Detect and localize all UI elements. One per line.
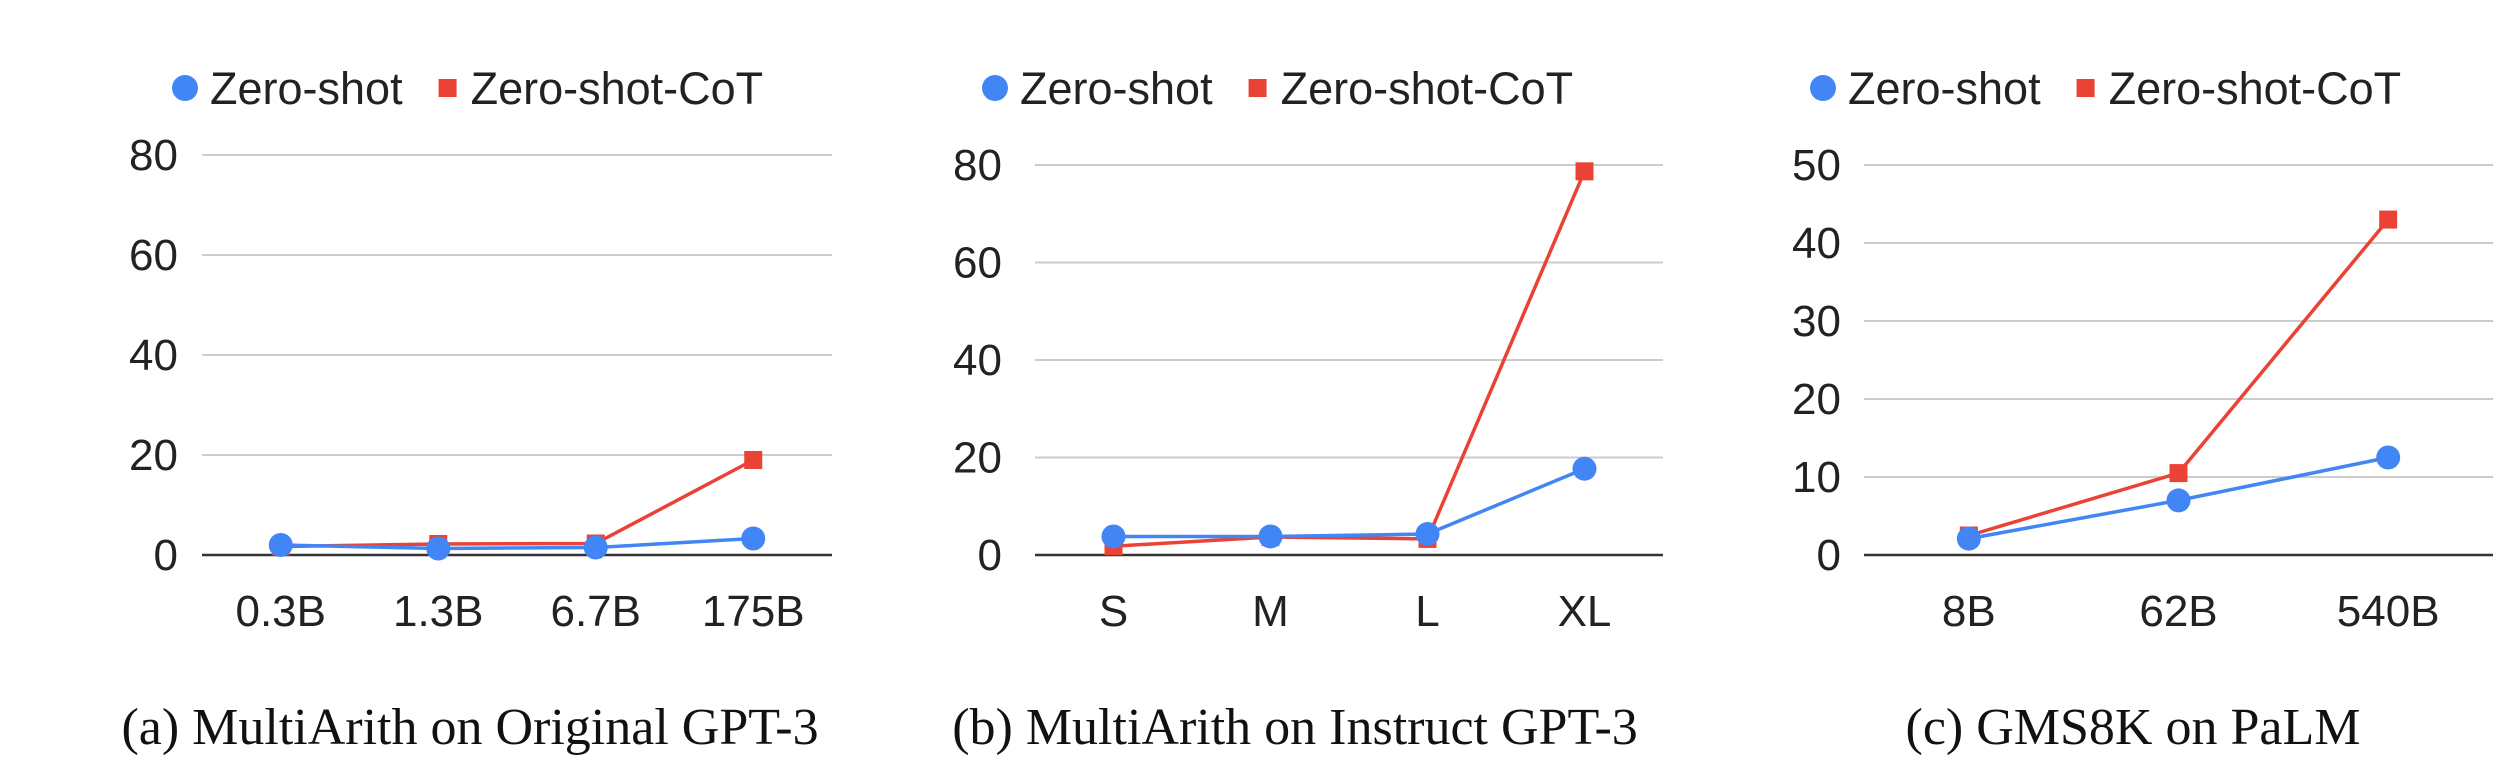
chart-caption: (a) MultiArith on Original GPT-3 xyxy=(121,699,818,756)
x-tick-label: L xyxy=(1415,587,1439,636)
legend-marker-zero-shot xyxy=(1810,75,1836,101)
data-point-zero-shot xyxy=(268,533,293,557)
series-line-zero-shot xyxy=(1113,467,1586,539)
legend-marker-zero-shot-cot xyxy=(2076,79,2095,97)
data-point-zero-shot xyxy=(1956,526,1981,551)
x-tick-label: M xyxy=(1252,587,1289,636)
y-tick-label: 20 xyxy=(1792,375,1841,424)
y-tick-label: 0 xyxy=(1817,531,1841,580)
x-tick-label: 0.3B xyxy=(235,587,326,636)
x-tick-label: S xyxy=(1099,587,1128,636)
x-tick-label: 540B xyxy=(2337,587,2440,636)
data-point-zero-shot xyxy=(426,536,451,561)
chart-caption: (b) MultiArith on Instruct GPT-3 xyxy=(952,699,1638,756)
series-line-zero-shot-cot xyxy=(280,458,755,549)
data-point-zero-shot xyxy=(2166,488,2191,513)
legend-marker-zero-shot-cot xyxy=(438,79,457,97)
y-tick-label: 60 xyxy=(953,239,1002,288)
chart-panel-0: 0 20 40 60 80 0.3B 1.3B 6.7B 175B Zero-shot Zero-s… xyxy=(121,63,832,756)
series-line-zero-shot xyxy=(280,536,754,551)
data-point-zero-shot xyxy=(1101,524,1126,549)
legend-label-zero-shot: Zero-shot xyxy=(1848,63,2041,114)
data-point-zero-shot-cot xyxy=(2169,464,2188,483)
legend-label-zero-shot: Zero-shot xyxy=(210,63,403,114)
x-tick-label: 1.3B xyxy=(393,587,484,636)
data-point-zero-shot xyxy=(741,526,766,551)
y-tick-label: 80 xyxy=(953,141,1002,190)
y-tick-label: 30 xyxy=(1792,297,1841,346)
x-tick-label: 175B xyxy=(702,587,805,636)
series-line-zero-shot-cot xyxy=(1113,170,1587,548)
legend-label-zero-shot-cot: Zero-shot-CoT xyxy=(2109,63,2402,114)
legend-label-zero-shot: Zero-shot xyxy=(1020,63,1213,114)
x-tick-label: XL xyxy=(1558,587,1612,636)
y-tick-label: 0 xyxy=(154,531,178,580)
y-tick-label: 40 xyxy=(1792,219,1841,268)
legend-marker-zero-shot xyxy=(172,75,198,101)
y-tick-label: 10 xyxy=(1792,453,1841,502)
legend-marker-zero-shot xyxy=(982,75,1008,101)
y-tick-label: 80 xyxy=(129,131,178,180)
y-tick-label: 60 xyxy=(129,231,178,280)
y-tick-label: 0 xyxy=(978,531,1002,580)
x-tick-label: 62B xyxy=(2139,587,2217,636)
data-point-zero-shot xyxy=(1258,524,1283,549)
data-point-zero-shot-cot xyxy=(2379,210,2398,229)
chart-caption: (c) GMS8K on PaLM xyxy=(1906,699,2361,756)
chart-panel-1: 0 20 40 60 80 S M L XL Zero-shot Zero-shot-CoT (b) … xyxy=(952,63,1663,756)
y-tick-label: 50 xyxy=(1792,141,1841,190)
y-tick-label: 20 xyxy=(953,434,1002,483)
legend-label-zero-shot-cot: Zero-shot-CoT xyxy=(471,63,764,114)
data-point-zero-shot-cot xyxy=(744,451,763,469)
x-tick-label: 8B xyxy=(1942,587,1996,636)
data-point-zero-shot xyxy=(2376,445,2401,470)
series-line-zero-shot-cot xyxy=(1968,218,2390,538)
data-point-zero-shot xyxy=(1415,522,1440,547)
data-point-zero-shot xyxy=(583,535,608,560)
y-tick-label: 40 xyxy=(129,331,178,380)
legend-label-zero-shot-cot: Zero-shot-CoT xyxy=(1281,63,1574,114)
y-tick-label: 40 xyxy=(953,336,1002,385)
x-tick-label: 6.7B xyxy=(550,587,641,636)
data-point-zero-shot xyxy=(1572,456,1597,481)
legend-marker-zero-shot-cot xyxy=(1248,79,1267,97)
y-tick-label: 20 xyxy=(129,431,178,480)
chart-panel-2: 0 10 20 30 40 50 8B 62B 540B Zero-shot Zero-shot-C… xyxy=(1792,63,2493,756)
data-point-zero-shot-cot xyxy=(1575,162,1594,181)
